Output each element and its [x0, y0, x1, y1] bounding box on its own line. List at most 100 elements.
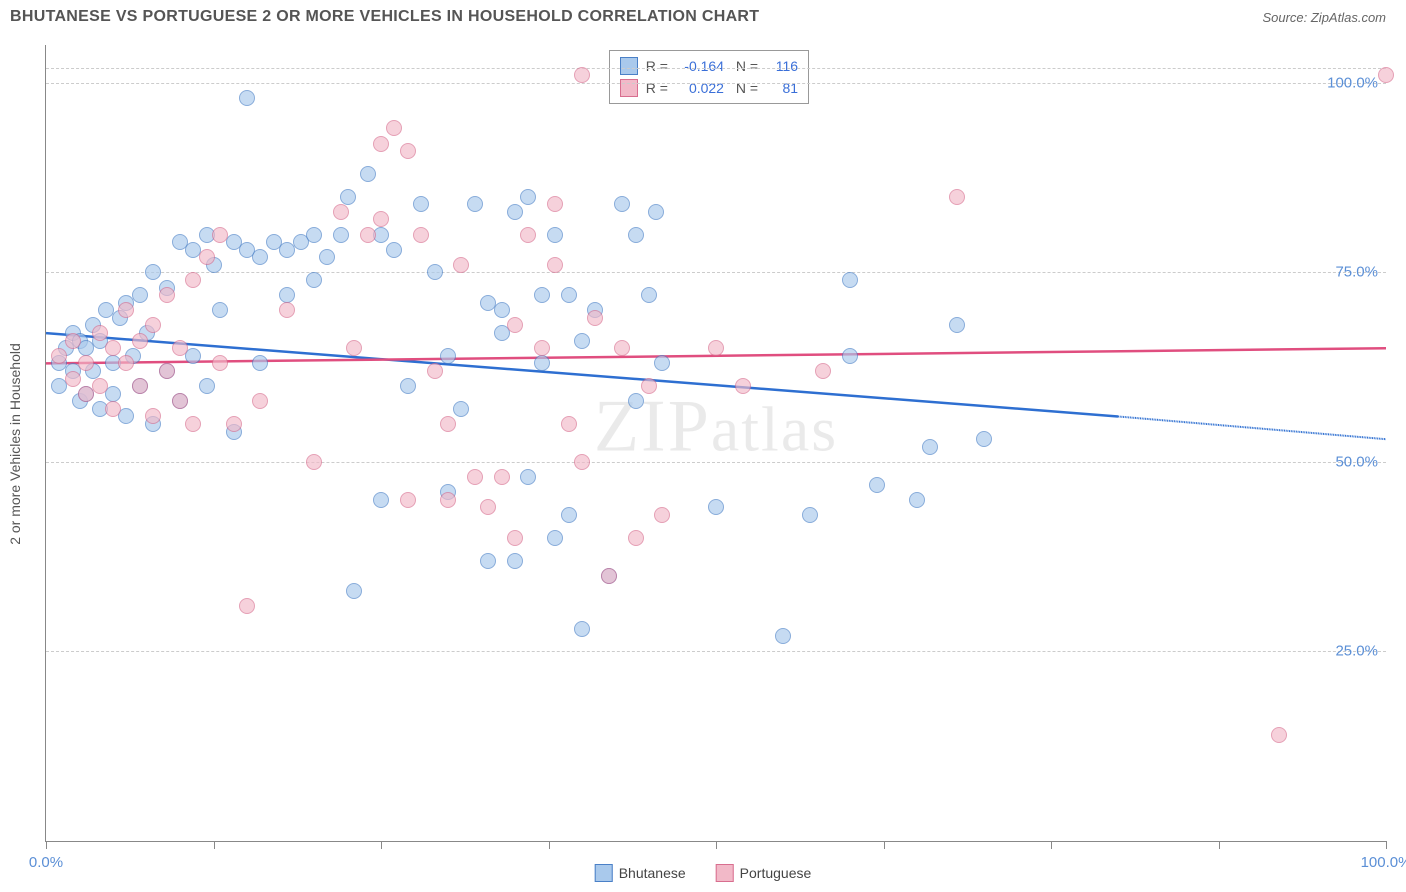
data-point [427, 264, 443, 280]
data-point [333, 204, 349, 220]
data-point [212, 355, 228, 371]
data-point [373, 492, 389, 508]
data-point [386, 120, 402, 136]
data-point [65, 333, 81, 349]
data-point [373, 211, 389, 227]
data-point [909, 492, 925, 508]
data-point [427, 363, 443, 379]
data-point [507, 204, 523, 220]
data-point [534, 355, 550, 371]
data-point [145, 317, 161, 333]
data-point [92, 325, 108, 341]
data-point [574, 67, 590, 83]
data-point [601, 568, 617, 584]
data-point [118, 302, 134, 318]
data-point [132, 287, 148, 303]
gridline [46, 272, 1386, 273]
data-point [440, 348, 456, 364]
data-point [534, 340, 550, 356]
data-point [574, 333, 590, 349]
data-point [132, 333, 148, 349]
data-point [453, 401, 469, 417]
trend-lines [46, 45, 1386, 841]
data-point [212, 227, 228, 243]
stats-row-portuguese: R =0.022 N =81 [620, 77, 798, 99]
gridline [46, 651, 1386, 652]
x-tick [716, 841, 717, 849]
chart-area: ZIPatlas R =-0.164 N =116 R =0.022 N =81… [45, 45, 1386, 842]
data-point [494, 302, 510, 318]
data-point [976, 431, 992, 447]
data-point [654, 507, 670, 523]
data-point [949, 189, 965, 205]
stats-row-bhutanese: R =-0.164 N =116 [620, 55, 798, 77]
plot-region: ZIPatlas R =-0.164 N =116 R =0.022 N =81… [45, 45, 1386, 842]
data-point [65, 371, 81, 387]
data-point [453, 257, 469, 273]
data-point [547, 227, 563, 243]
legend-swatch-portuguese [716, 864, 734, 882]
legend-item-bhutanese: Bhutanese [595, 864, 686, 882]
data-point [319, 249, 335, 265]
data-point [132, 378, 148, 394]
x-tick [884, 841, 885, 849]
x-tick [46, 841, 47, 849]
data-point [400, 378, 416, 394]
data-point [507, 530, 523, 546]
data-point [440, 416, 456, 432]
data-point [159, 363, 175, 379]
data-point [185, 416, 201, 432]
data-point [252, 355, 268, 371]
data-point [239, 598, 255, 614]
data-point [574, 621, 590, 637]
data-point [735, 378, 751, 394]
source-label: Source: ZipAtlas.com [1262, 10, 1386, 25]
x-tick [1051, 841, 1052, 849]
data-point [648, 204, 664, 220]
data-point [440, 492, 456, 508]
data-point [922, 439, 938, 455]
data-point [815, 363, 831, 379]
data-point [145, 264, 161, 280]
data-point [802, 507, 818, 523]
data-point [467, 196, 483, 212]
data-point [1271, 727, 1287, 743]
y-tick-label: 25.0% [1335, 643, 1378, 660]
data-point [118, 408, 134, 424]
data-point [628, 393, 644, 409]
data-point [78, 355, 94, 371]
chart-title: BHUTANESE VS PORTUGUESE 2 OR MORE VEHICL… [10, 8, 759, 26]
y-tick-label: 100.0% [1327, 74, 1378, 91]
swatch-bhutanese [620, 57, 638, 75]
x-tick [214, 841, 215, 849]
data-point [185, 272, 201, 288]
data-point [212, 302, 228, 318]
data-point [172, 340, 188, 356]
x-tick-label: 0.0% [29, 854, 63, 871]
data-point [708, 340, 724, 356]
data-point [360, 166, 376, 182]
x-tick [1386, 841, 1387, 849]
data-point [534, 287, 550, 303]
data-point [373, 136, 389, 152]
data-point [869, 477, 885, 493]
data-point [252, 249, 268, 265]
legend-label: Portuguese [740, 865, 812, 881]
data-point [226, 416, 242, 432]
data-point [561, 416, 577, 432]
x-tick [549, 841, 550, 849]
data-point [145, 408, 161, 424]
x-tick [381, 841, 382, 849]
data-point [587, 310, 603, 326]
data-point [199, 249, 215, 265]
data-point [561, 287, 577, 303]
data-point [614, 196, 630, 212]
data-point [413, 196, 429, 212]
data-point [92, 378, 108, 394]
data-point [467, 469, 483, 485]
bottom-legend: Bhutanese Portuguese [595, 864, 812, 882]
data-point [641, 287, 657, 303]
data-point [360, 227, 376, 243]
data-point [775, 628, 791, 644]
data-point [105, 401, 121, 417]
